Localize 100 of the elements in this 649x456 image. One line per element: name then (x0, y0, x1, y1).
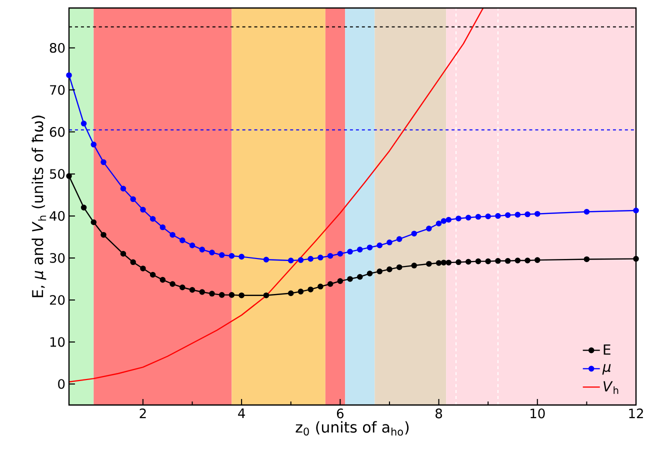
point (396, 264, 402, 270)
point (337, 278, 344, 284)
point (120, 186, 126, 192)
point (298, 257, 304, 263)
point (160, 276, 166, 283)
y-tick-label: 30 (50, 253, 65, 263)
point (170, 232, 176, 238)
point (199, 246, 206, 252)
x-tick-label: 6 (336, 408, 344, 418)
point (180, 284, 186, 290)
point (209, 250, 215, 256)
y-tick-label: 60 (50, 127, 65, 137)
point (288, 290, 294, 296)
x-axis-title: z$_{0}$ (units of a$_{ho}$) (296, 421, 409, 436)
point (411, 230, 418, 236)
x-tick-label: 8 (436, 408, 442, 418)
point (199, 289, 206, 295)
y-tick-label: 50 (50, 169, 65, 179)
point (514, 258, 521, 264)
point (376, 268, 383, 274)
point (485, 213, 491, 220)
point (100, 159, 106, 166)
point (308, 256, 314, 262)
x-tick-label: 12 (629, 408, 643, 418)
point (426, 260, 432, 267)
point (534, 210, 540, 217)
point (140, 206, 146, 213)
legend-label: E (604, 344, 610, 355)
point (238, 254, 244, 260)
point (150, 272, 156, 278)
y-tick-label: 70 (50, 85, 65, 95)
point (584, 208, 590, 215)
y-tick-label: 40 (50, 211, 65, 221)
point (524, 211, 530, 218)
point (327, 281, 334, 287)
point (524, 258, 530, 264)
point (366, 270, 373, 276)
point (150, 216, 156, 222)
point (130, 196, 136, 202)
point (90, 219, 97, 226)
point (318, 254, 324, 260)
point (584, 256, 590, 262)
point (120, 250, 126, 257)
point (347, 248, 353, 255)
point (218, 252, 225, 258)
point (90, 142, 97, 148)
x-tick-label: 4 (238, 408, 245, 418)
legend-label: V$_{h}$ (604, 381, 618, 394)
point (288, 258, 294, 264)
point (411, 262, 418, 268)
point (238, 292, 244, 298)
point (130, 259, 136, 266)
point (66, 173, 72, 179)
point (189, 242, 196, 248)
point (446, 260, 452, 266)
point (327, 252, 334, 259)
point (80, 204, 87, 210)
point (228, 292, 235, 298)
point (436, 260, 442, 266)
x-tick-label: 10 (530, 408, 545, 418)
point (440, 218, 447, 224)
point (436, 220, 442, 226)
point (485, 258, 491, 264)
point (308, 286, 314, 292)
point (100, 232, 106, 238)
y-tick-label: 80 (50, 43, 65, 53)
point (534, 257, 540, 263)
point (228, 252, 235, 259)
point (189, 287, 196, 293)
point (426, 226, 432, 232)
point (396, 236, 402, 242)
point (160, 224, 166, 230)
point (366, 244, 373, 250)
y-axis-title: E, μ and V$_{h}$ (units of ħω) (32, 116, 46, 298)
point (446, 216, 452, 223)
point (209, 290, 215, 297)
legend-label: μ (602, 364, 611, 375)
point (495, 213, 501, 219)
point (386, 240, 392, 246)
y-tick-label: 20 (50, 295, 65, 305)
point (514, 212, 521, 218)
point (465, 214, 472, 221)
point (357, 246, 363, 252)
point (495, 258, 501, 264)
x-tick-label: 2 (140, 408, 146, 418)
point (263, 292, 270, 298)
point (633, 208, 639, 214)
point (475, 258, 482, 264)
point (504, 258, 511, 264)
point (633, 256, 639, 262)
y-tick-label: 10 (50, 337, 65, 347)
point (180, 237, 186, 244)
y-tick-label: 0 (58, 379, 65, 389)
point (347, 276, 353, 282)
point (318, 284, 324, 290)
point (218, 292, 225, 298)
point (170, 281, 176, 287)
point (465, 258, 472, 265)
point (456, 259, 462, 266)
point (263, 256, 270, 263)
